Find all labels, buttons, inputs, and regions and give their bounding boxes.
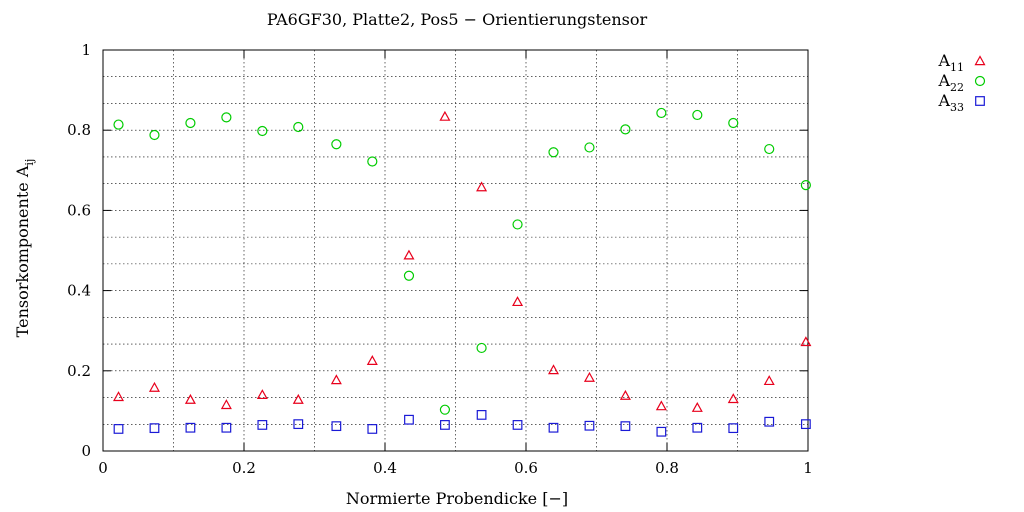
point-a33 bbox=[800, 419, 811, 430]
legend-entry-a22: A22 bbox=[937, 71, 986, 94]
series-a11 bbox=[112, 110, 812, 412]
y-tick-label: 0.2 bbox=[67, 362, 91, 380]
point-a33 bbox=[367, 424, 378, 434]
point-a22 bbox=[800, 180, 811, 191]
legend-marker bbox=[974, 55, 986, 66]
point-a11 bbox=[184, 393, 196, 404]
point-a11 bbox=[547, 364, 560, 375]
point-a22 bbox=[185, 117, 196, 129]
point-a22 bbox=[620, 124, 631, 135]
point-a11 bbox=[583, 371, 595, 382]
point-a33 bbox=[692, 422, 703, 433]
point-a33 bbox=[476, 410, 487, 420]
point-a11 bbox=[800, 336, 812, 347]
point-a33 bbox=[584, 420, 595, 431]
point-a33 bbox=[512, 420, 523, 430]
point-a22 bbox=[331, 139, 342, 150]
legend-entry-a11: A11 bbox=[937, 51, 986, 74]
point-a11 bbox=[512, 296, 524, 307]
point-a22 bbox=[656, 107, 667, 119]
point-a22 bbox=[548, 147, 559, 158]
legend-label: A11 bbox=[937, 51, 964, 74]
point-a22 bbox=[293, 121, 304, 133]
point-a33 bbox=[764, 416, 775, 427]
point-a11 bbox=[619, 389, 631, 400]
point-a11 bbox=[727, 393, 739, 404]
point-a33 bbox=[440, 420, 450, 430]
point-a33 bbox=[185, 422, 196, 433]
legend-label: A33 bbox=[937, 91, 964, 114]
point-a11 bbox=[220, 399, 232, 410]
y-tick-label: 0 bbox=[81, 442, 91, 460]
point-a22 bbox=[728, 117, 739, 129]
point-a11 bbox=[112, 391, 125, 402]
point-a22 bbox=[439, 404, 451, 415]
tick-labels: 0 0.2 0.4 0.6 0.8 1 0 0.2 0.4 0.6 0.8 1 bbox=[67, 41, 813, 477]
point-a22 bbox=[149, 129, 160, 141]
point-a33 bbox=[728, 423, 739, 434]
point-a33 bbox=[221, 422, 232, 433]
point-a11 bbox=[256, 389, 268, 400]
point-a33 bbox=[404, 414, 414, 425]
point-a22 bbox=[512, 219, 523, 230]
series-a33 bbox=[113, 410, 811, 437]
x-tick-label: 0.2 bbox=[232, 459, 256, 477]
point-a33 bbox=[331, 421, 342, 432]
x-axis-label: Normierte Probendicke [−] bbox=[346, 489, 568, 508]
point-a22 bbox=[403, 270, 415, 281]
x-tick-label: 0.8 bbox=[655, 459, 679, 477]
point-a11 bbox=[476, 181, 488, 192]
y-axis-label-sub: ij bbox=[23, 159, 36, 166]
point-a11 bbox=[148, 381, 160, 392]
point-a11 bbox=[691, 401, 703, 412]
point-a11 bbox=[403, 249, 415, 260]
data-series bbox=[112, 107, 812, 437]
chart-title: PA6GF30, Platte2, Pos5 − Orientierungste… bbox=[267, 10, 648, 29]
point-a33 bbox=[620, 421, 631, 432]
plot-frame bbox=[102, 49, 809, 452]
series-a22 bbox=[113, 107, 811, 415]
y-tick-label: 0.4 bbox=[67, 282, 91, 300]
point-a33 bbox=[293, 419, 304, 430]
point-a22 bbox=[113, 119, 124, 130]
x-tick-label: 0 bbox=[98, 459, 108, 477]
point-a33 bbox=[548, 422, 559, 433]
point-a11 bbox=[292, 393, 304, 404]
point-a22 bbox=[764, 143, 775, 155]
y-axis-label: Tensorkomponente Aij bbox=[13, 159, 36, 338]
point-a11 bbox=[655, 400, 667, 411]
legend-entry-a33: A33 bbox=[937, 91, 985, 114]
y-tick-label: 0.6 bbox=[67, 201, 91, 219]
point-a22 bbox=[476, 342, 487, 354]
legend-marker bbox=[975, 96, 985, 106]
point-a33 bbox=[257, 420, 268, 430]
point-a11 bbox=[330, 374, 342, 385]
x-tick-label: 1 bbox=[803, 459, 813, 477]
point-a33 bbox=[149, 423, 160, 434]
point-a22 bbox=[584, 142, 595, 153]
point-a11 bbox=[439, 110, 451, 121]
point-a22 bbox=[257, 125, 268, 137]
legend-marker bbox=[974, 75, 986, 87]
legend-label: A22 bbox=[937, 71, 964, 94]
point-a11 bbox=[763, 375, 775, 386]
axis-ticks bbox=[102, 49, 809, 452]
point-a11 bbox=[366, 355, 378, 365]
point-a22 bbox=[692, 109, 703, 121]
point-a22 bbox=[221, 112, 232, 123]
y-axis-label-main: Tensorkomponente A bbox=[13, 165, 32, 337]
grid bbox=[103, 50, 808, 451]
x-tick-label: 0.6 bbox=[514, 459, 538, 477]
point-a22 bbox=[367, 156, 378, 167]
y-tick-label: 0.8 bbox=[67, 121, 91, 139]
point-a33 bbox=[656, 426, 667, 437]
point-a33 bbox=[113, 424, 124, 434]
x-tick-label: 0.4 bbox=[373, 459, 397, 477]
y-tick-label: 1 bbox=[81, 41, 91, 59]
